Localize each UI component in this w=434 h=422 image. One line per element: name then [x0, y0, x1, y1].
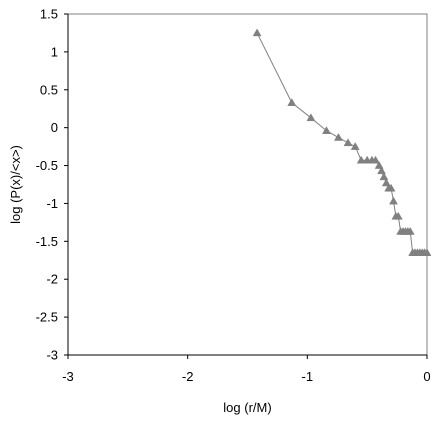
y-axis-ticks: 1.5 1 0.5 0 -0.5 -1 -1.5 -2 -2.5 -3 — [36, 7, 68, 363]
x-tick-label: 0 — [423, 369, 430, 384]
x-tick-label: -2 — [182, 369, 194, 384]
y-tick-label: -0.5 — [36, 158, 58, 173]
series-group — [252, 28, 432, 256]
y-tick-label: 0.5 — [40, 82, 58, 97]
y-tick-label: 1.5 — [40, 7, 58, 22]
y-tick-label: 1 — [51, 44, 58, 59]
x-axis-ticks: -3 -2 -1 0 — [62, 355, 431, 384]
y-tick-label: -1.5 — [36, 234, 58, 249]
data-point — [252, 28, 262, 37]
data-point — [371, 155, 380, 164]
data-point — [322, 126, 331, 134]
y-tick-label: -3 — [46, 348, 58, 363]
data-point — [379, 172, 389, 181]
x-tick-label: -3 — [62, 369, 74, 384]
data-point — [389, 196, 398, 205]
data-point — [350, 142, 360, 150]
x-tick-label: -1 — [302, 369, 314, 384]
data-point — [386, 183, 396, 192]
data-point — [422, 248, 432, 256]
y-tick-label: -2 — [46, 272, 58, 287]
data-point — [374, 161, 384, 169]
data-point — [356, 155, 366, 164]
y-tick-label: 0 — [51, 120, 58, 135]
data-point — [334, 133, 343, 141]
data-point — [377, 166, 386, 175]
y-axis-label: log (P(x)/<x>) — [8, 145, 23, 224]
plot-area — [67, 13, 428, 356]
x-axis-label: log (r/M) — [223, 400, 271, 415]
data-point — [405, 226, 415, 235]
data-point — [393, 211, 403, 220]
data-point — [381, 178, 391, 187]
data-point — [306, 113, 316, 122]
y-tick-label: -2.5 — [36, 310, 58, 325]
series-line — [256, 32, 427, 254]
data-point — [343, 138, 353, 147]
data-point — [287, 98, 297, 106]
y-tick-label: -1 — [46, 196, 58, 211]
